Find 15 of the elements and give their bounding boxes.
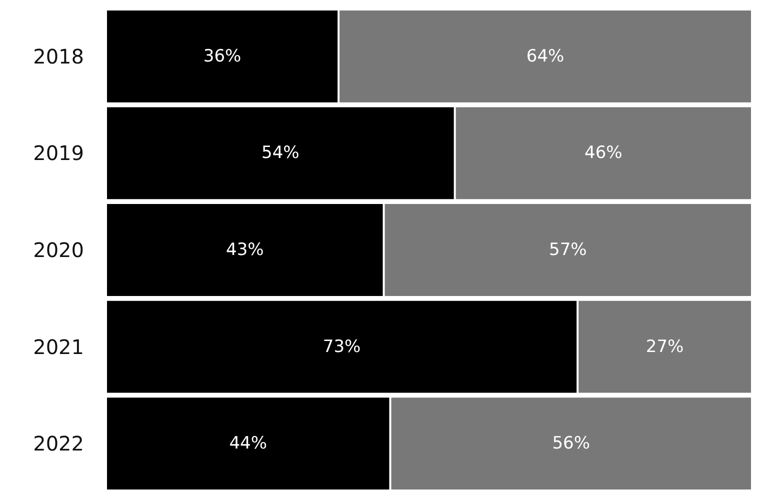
y-tick-label: 2018	[33, 44, 84, 68]
data-label: 54%	[262, 143, 300, 164]
data-label: 36%	[203, 46, 242, 66]
data-label: 73%	[322, 336, 361, 357]
data-label: 46%	[584, 143, 622, 164]
y-tick-label: 2021	[33, 334, 84, 359]
data-label: 64%	[526, 46, 564, 66]
y-tick-label: 2020	[33, 238, 84, 262]
data-label: 43%	[226, 240, 264, 260]
data-label: 27%	[646, 336, 684, 357]
data-label: 57%	[548, 240, 587, 260]
y-tick-label: 2022	[33, 432, 84, 456]
data-label: 56%	[552, 434, 590, 454]
data-label: 44%	[229, 434, 268, 454]
y-tick-label: 2019	[33, 141, 84, 166]
